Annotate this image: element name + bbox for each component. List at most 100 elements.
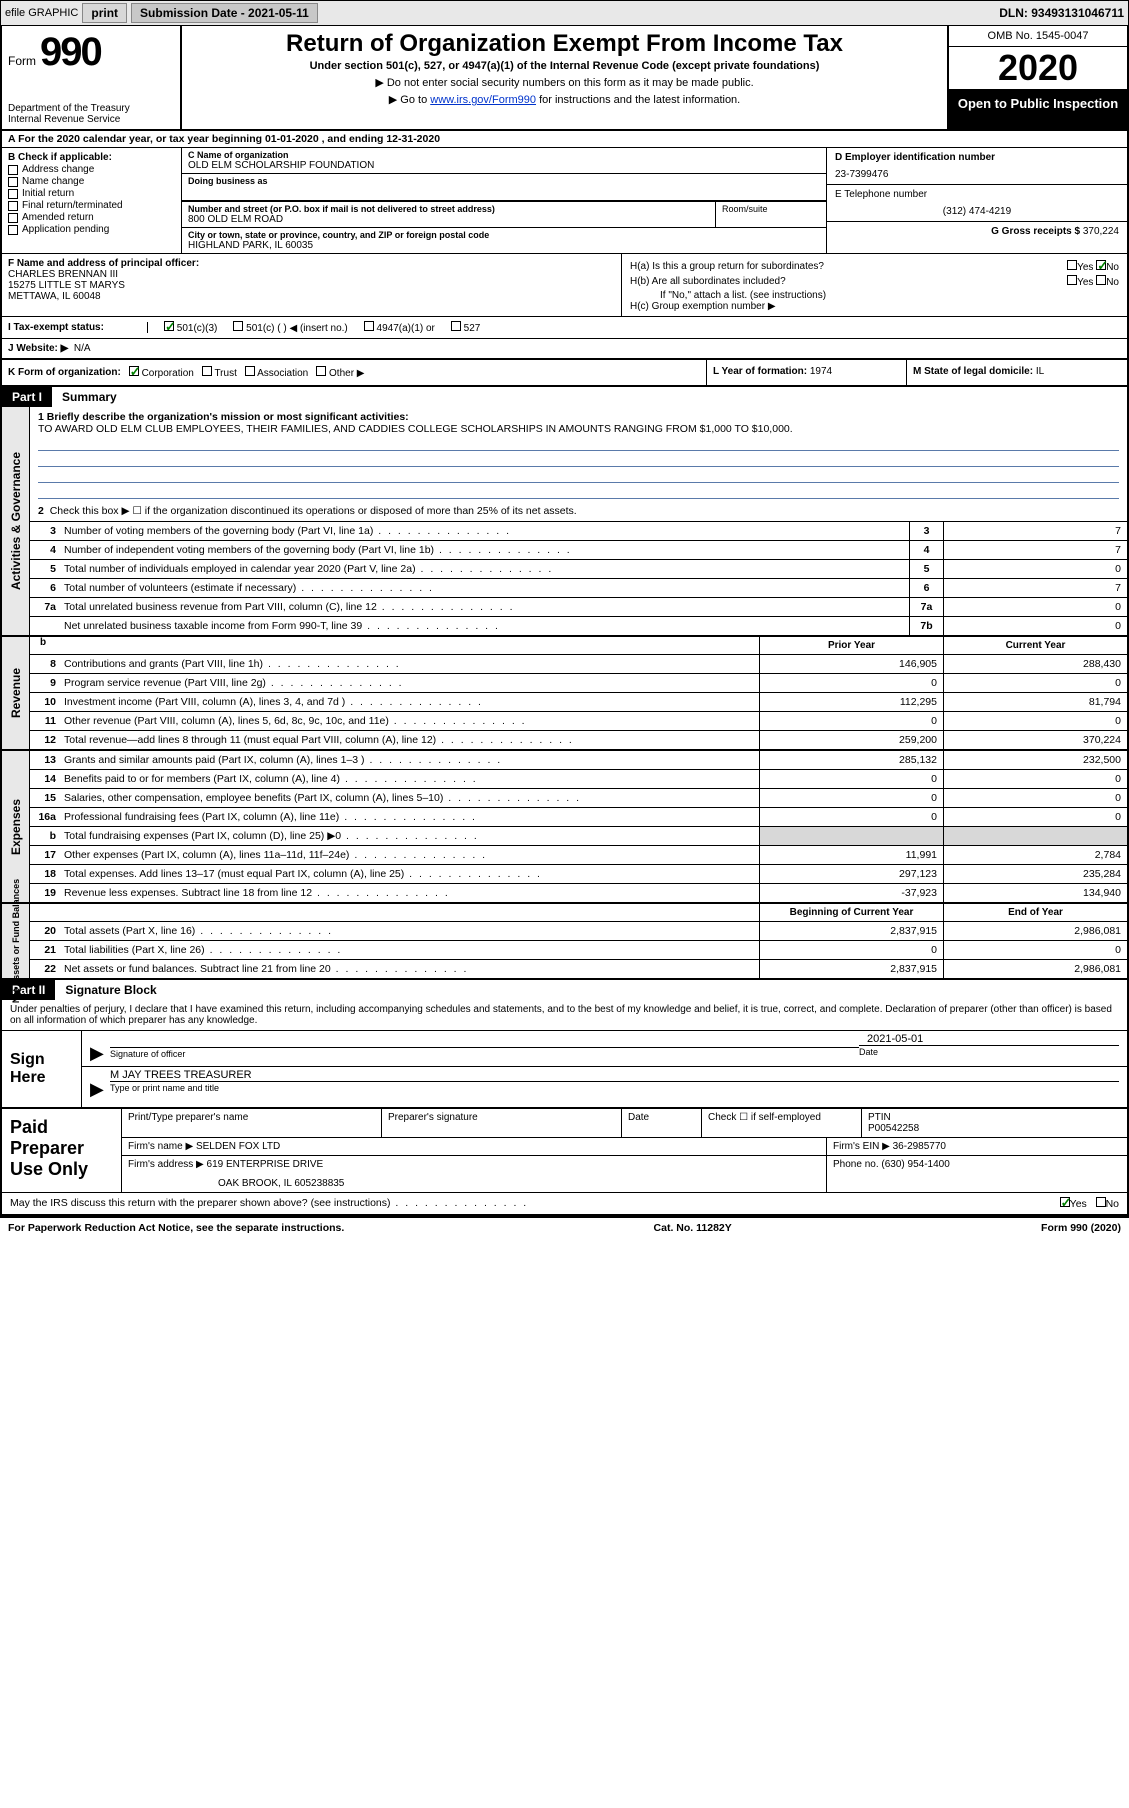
- section-deg: D Employer identification number 23-7399…: [827, 148, 1127, 253]
- summary-line: 4 Number of independent voting members o…: [30, 540, 1127, 559]
- sig-date-value: 2021-05-01: [859, 1033, 1119, 1045]
- part2-header: Part II Signature Block: [2, 980, 1127, 1000]
- section-c: C Name of organization OLD ELM SCHOLARSH…: [182, 148, 827, 253]
- cb-ha-no[interactable]: [1096, 260, 1106, 270]
- firm-addr-label: Firm's address ▶: [128, 1159, 204, 1170]
- cb-other[interactable]: [316, 366, 326, 376]
- section-m: M State of legal domicile: IL: [907, 360, 1127, 385]
- cb-trust[interactable]: [202, 366, 212, 376]
- summary-line: 3 Number of voting members of the govern…: [30, 521, 1127, 540]
- sign-here-label: Sign Here: [2, 1031, 82, 1107]
- tax-period: A For the 2020 calendar year, or tax yea…: [2, 131, 1127, 148]
- part1-ag: Activities & Governance 1 Briefly descri…: [2, 407, 1127, 637]
- klm-row: K Form of organization: Corporation Trus…: [2, 360, 1127, 387]
- cb-ha-yes[interactable]: [1067, 260, 1077, 270]
- summary-line: 6 Total number of volunteers (estimate i…: [30, 578, 1127, 597]
- form-version: Form 990 (2020): [1041, 1222, 1121, 1234]
- mission-text: TO AWARD OLD ELM CLUB EMPLOYEES, THEIR F…: [38, 423, 1119, 435]
- irs-link[interactable]: www.irs.gov/Form990: [430, 94, 536, 106]
- cat-number: Cat. No. 11282Y: [654, 1222, 732, 1234]
- officer-name: CHARLES BRENNAN III: [8, 269, 615, 280]
- ein-label: D Employer identification number: [835, 152, 1119, 163]
- firm-ein-label: Firm's EIN ▶: [833, 1141, 890, 1152]
- ha-label: H(a) Is this a group return for subordin…: [630, 261, 824, 272]
- summary-line: 15 Salaries, other compensation, employe…: [30, 788, 1127, 807]
- cb-name-change[interactable]: [8, 177, 18, 187]
- cb-address-change[interactable]: [8, 165, 18, 175]
- self-employed-check: Check ☐ if self-employed: [702, 1109, 862, 1137]
- ein-value: 23-7399476: [835, 169, 1119, 180]
- cb-discuss-yes[interactable]: [1060, 1197, 1070, 1207]
- firm-ein: 36-2985770: [893, 1141, 946, 1152]
- part2-label: Part II: [2, 980, 55, 1000]
- part1-na: Net Assets or Fund Balances Beginning of…: [2, 904, 1127, 980]
- section-b: B Check if applicable: Address change Na…: [2, 148, 182, 253]
- firm-addr2: OAK BROOK, IL 605238835: [128, 1178, 820, 1189]
- hc-label: H(c) Group exemption number ▶: [630, 301, 1119, 312]
- cb-501c[interactable]: [233, 321, 243, 331]
- summary-line: 11 Other revenue (Part VIII, column (A),…: [30, 711, 1127, 730]
- tax-year: 2020: [949, 47, 1127, 90]
- summary-line: 16a Professional fundraising fees (Part …: [30, 807, 1127, 826]
- cb-pending[interactable]: [8, 225, 18, 235]
- paid-preparer-block: Paid Preparer Use Only Print/Type prepar…: [2, 1107, 1127, 1192]
- fh-section: F Name and address of principal officer:…: [2, 254, 1127, 317]
- open-public-badge: Open to Public Inspection: [949, 90, 1127, 129]
- cb-initial-return[interactable]: [8, 189, 18, 199]
- cb-assoc[interactable]: [245, 366, 255, 376]
- city-state-zip: HIGHLAND PARK, IL 60035: [188, 240, 820, 251]
- cb-corp[interactable]: [129, 366, 139, 376]
- part1-title: Summary: [52, 387, 1127, 407]
- summary-line: 20 Total assets (Part X, line 16) 2,837,…: [30, 921, 1127, 940]
- section-k: K Form of organization: Corporation Trus…: [2, 360, 707, 385]
- summary-line: 12 Total revenue—add lines 8 through 11 …: [30, 730, 1127, 749]
- top-bar: efile GRAPHIC print Submission Date - 20…: [0, 0, 1129, 26]
- form-label: Form: [8, 54, 36, 68]
- cb-final-return[interactable]: [8, 201, 18, 211]
- name-title-label: Type or print name and title: [110, 1081, 1119, 1093]
- dba-label: Doing business as: [188, 176, 820, 186]
- firm-name-label: Firm's name ▶: [128, 1141, 193, 1152]
- i-label: I Tax-exempt status:: [8, 322, 104, 333]
- preparer-date-label: Date: [622, 1109, 702, 1137]
- gross-receipts-label: G Gross receipts $: [991, 226, 1080, 237]
- state-domicile: IL: [1036, 366, 1044, 377]
- firm-name: SELDEN FOX LTD: [196, 1141, 280, 1152]
- prior-year-header: Prior Year: [759, 637, 943, 654]
- summary-line: 14 Benefits paid to or for members (Part…: [30, 769, 1127, 788]
- cb-501c3[interactable]: [164, 321, 174, 331]
- form-title: Return of Organization Exempt From Incom…: [192, 30, 937, 58]
- header-center: Return of Organization Exempt From Incom…: [182, 26, 947, 129]
- org-name: OLD ELM SCHOLARSHIP FOUNDATION: [188, 160, 820, 171]
- omb-number: OMB No. 1545-0047: [949, 26, 1127, 47]
- instructions-note: ▶ Go to www.irs.gov/Form990 for instruct…: [192, 93, 937, 106]
- cb-527[interactable]: [451, 321, 461, 331]
- part1-rev: Revenue b Prior Year Current Year 8 Cont…: [2, 637, 1127, 751]
- cb-discuss-no[interactable]: [1096, 1197, 1106, 1207]
- phone-value: (312) 474-4219: [835, 206, 1119, 217]
- org-name-label: C Name of organization: [188, 150, 820, 160]
- firm-phone-label: Phone no.: [833, 1159, 879, 1170]
- cb-hb-no[interactable]: [1096, 275, 1106, 285]
- info-section: B Check if applicable: Address change Na…: [2, 148, 1127, 254]
- phone-label: E Telephone number: [835, 189, 1119, 200]
- summary-line: 13 Grants and similar amounts paid (Part…: [30, 751, 1127, 769]
- officer-addr1: 15275 LITTLE ST MARYS: [8, 280, 615, 291]
- perjury-statement: Under penalties of perjury, I declare th…: [2, 1000, 1127, 1031]
- website-row: J Website: ▶ N/A: [2, 339, 1127, 360]
- officer-name-title: M JAY TREES TREASURER: [110, 1069, 1119, 1081]
- boy-header: Beginning of Current Year: [759, 904, 943, 921]
- firm-phone: (630) 954-1400: [881, 1159, 949, 1170]
- dept-treasury: Department of the Treasury Internal Reve…: [8, 103, 174, 125]
- cb-amended[interactable]: [8, 213, 18, 223]
- summary-line: 17 Other expenses (Part IX, column (A), …: [30, 845, 1127, 864]
- sig-arrow-icon: ▶: [90, 1033, 110, 1064]
- dln: DLN: 93493131046711: [999, 6, 1124, 20]
- print-button[interactable]: print: [82, 3, 127, 23]
- efile-label: efile GRAPHIC: [5, 7, 78, 19]
- part1-header: Part I Summary: [2, 387, 1127, 407]
- cb-4947[interactable]: [364, 321, 374, 331]
- cb-hb-yes[interactable]: [1067, 275, 1077, 285]
- header-right: OMB No. 1545-0047 2020 Open to Public In…: [947, 26, 1127, 129]
- tab-expenses: Expenses: [9, 798, 23, 854]
